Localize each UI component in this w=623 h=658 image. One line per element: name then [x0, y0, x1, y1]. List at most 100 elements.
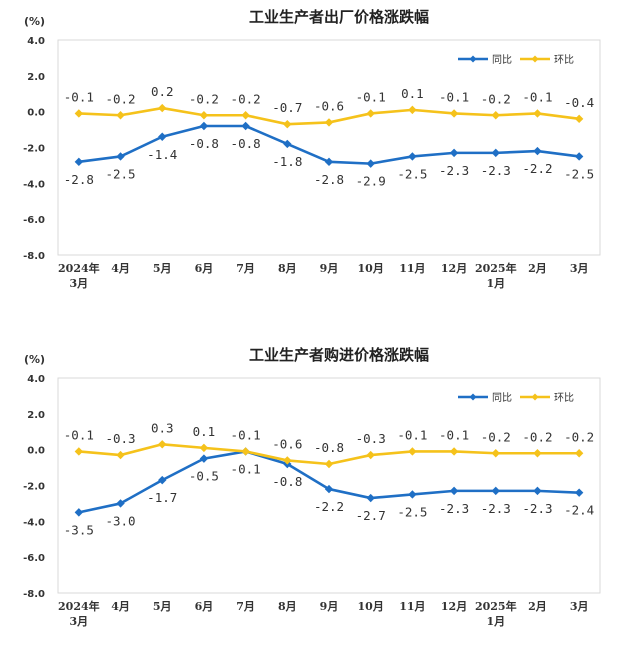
data-label: -0.7	[272, 100, 302, 115]
y-tick-label: 2.0	[27, 72, 45, 83]
legend-label: 同比	[492, 54, 512, 66]
x-tick-line: 8月	[278, 600, 297, 613]
data-label: -0.1	[522, 89, 552, 104]
x-tick-line: 3月	[70, 277, 89, 290]
data-label: -0.2	[105, 91, 135, 106]
x-tick-line: 2025年	[475, 261, 517, 275]
data-label: -1.7	[147, 490, 177, 505]
data-point	[158, 132, 167, 141]
data-label: -2.8	[314, 172, 344, 187]
ppi-purchase-chart-svg: 工业生产者购进价格涨跌幅 (%) 4.0 2.0 0.0 -2.0 -4.0 -6.0 -8.0…	[23, 346, 601, 628]
x-tick-line: 12月	[441, 600, 467, 613]
x-tick-line: 2月	[528, 262, 547, 275]
x-tick-label: 10月	[358, 262, 384, 275]
data-label: 0.1	[193, 424, 216, 439]
legend-label: 环比	[554, 54, 574, 66]
x-tick-line: 12月	[441, 262, 467, 275]
x-tick-label: 7月	[236, 600, 255, 613]
data-label: -1.8	[272, 154, 302, 169]
data-point	[449, 486, 459, 496]
data-point	[116, 499, 125, 508]
y-tick-label: -8.0	[23, 251, 45, 262]
x-tick-line: 9月	[320, 600, 339, 613]
x-tick-label: 12月	[441, 262, 467, 275]
y-tick-label: -4.0	[23, 517, 45, 528]
data-point	[324, 459, 334, 469]
data-point	[283, 139, 292, 149]
x-tick-label: 8月	[278, 600, 297, 613]
data-point	[366, 159, 375, 168]
y-tick-label: 2.0	[27, 410, 45, 421]
data-label: 0.1	[401, 86, 424, 101]
data-point	[491, 148, 500, 158]
x-tick-label: 2月	[528, 262, 547, 275]
data-point	[241, 111, 250, 120]
data-label: -0.3	[356, 431, 386, 446]
y-tick-label: -6.0	[23, 215, 45, 226]
data-label: -0.1	[439, 89, 469, 104]
x-tick-label: 4月	[111, 600, 130, 613]
chart-title: 工业生产者出厂价格涨跌幅	[249, 8, 429, 26]
x-tick-line: 2024年	[58, 261, 100, 275]
x-tick-line: 9月	[320, 262, 339, 275]
data-point	[491, 111, 500, 120]
data-label: -0.2	[564, 429, 594, 444]
x-tick-label: 9月	[320, 262, 339, 275]
data-label: -0.6	[314, 98, 344, 113]
y-tick-label: -6.0	[23, 553, 45, 564]
x-tick-label: 3月	[570, 600, 589, 613]
data-point	[158, 103, 167, 113]
data-point	[158, 440, 167, 449]
data-point	[116, 450, 125, 460]
data-point	[116, 111, 125, 120]
x-tick-label: 6月	[195, 262, 214, 275]
data-point	[533, 146, 542, 156]
x-tick-label: 9月	[320, 600, 339, 613]
data-point	[199, 121, 209, 131]
data-point	[199, 454, 209, 463]
x-tick-label: 2月	[528, 600, 547, 613]
data-label: -0.3	[105, 431, 135, 446]
data-point	[324, 118, 334, 127]
ppi-purchase-chart: 工业生产者购进价格涨跌幅 (%) 4.0 2.0 0.0 -2.0 -4.0 -6.0 -8.0…	[0, 338, 623, 658]
data-label: -0.4	[564, 95, 594, 110]
x-tick-label: 11月	[399, 600, 425, 613]
data-label: -0.8	[231, 136, 261, 151]
x-tick-line: 7月	[236, 262, 255, 275]
data-label: -3.0	[105, 513, 135, 528]
data-point	[324, 484, 334, 494]
x-tick-label: 2025年 1月	[475, 599, 517, 628]
y-tick-label: 4.0	[27, 374, 45, 385]
data-point	[574, 114, 584, 124]
x-tick-label: 2025年 1月	[475, 261, 517, 290]
x-tick-line: 1月	[486, 615, 505, 628]
x-tick-label: 4月	[111, 262, 130, 275]
data-point	[449, 109, 459, 118]
data-point	[241, 121, 250, 131]
data-label: -0.8	[272, 474, 302, 489]
data-label: -0.1	[64, 89, 94, 104]
data-label: -0.2	[481, 429, 511, 444]
x-tick-line: 10月	[358, 262, 384, 275]
data-label: -0.1	[64, 427, 94, 442]
y-tick-label: -2.0	[23, 144, 45, 155]
plot-frame	[57, 39, 601, 256]
data-point	[533, 109, 542, 118]
data-point	[283, 120, 292, 129]
data-point	[491, 486, 500, 496]
data-label: -0.2	[522, 429, 552, 444]
x-tick-line: 3月	[70, 615, 89, 628]
legend-swatch-marker	[469, 55, 477, 63]
data-label: -0.1	[231, 461, 261, 476]
legend-label: 环比	[554, 392, 574, 404]
data-point	[74, 157, 84, 167]
data-point	[449, 148, 459, 158]
x-tick-line: 1月	[486, 277, 505, 290]
y-tick-label: 0.0	[27, 108, 45, 119]
data-label: -2.5	[564, 166, 594, 181]
x-tick-line: 11月	[399, 600, 425, 613]
data-label: -2.5	[397, 166, 427, 181]
legend-swatch-marker	[531, 55, 539, 63]
x-tick-line: 4月	[111, 600, 130, 613]
y-tick-label: -4.0	[23, 179, 45, 190]
